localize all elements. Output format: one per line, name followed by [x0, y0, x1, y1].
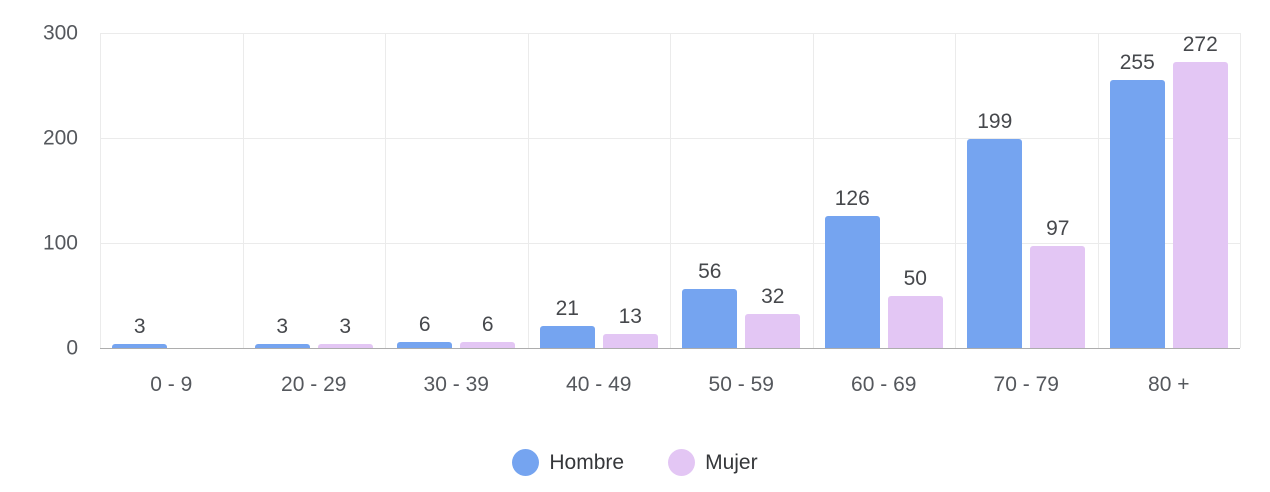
chart-legend: Hombre Mujer [0, 446, 1270, 478]
bar-mujer [460, 341, 516, 348]
x-axis-tick-label: 40 - 49 [566, 373, 632, 396]
bar-hombre [254, 344, 310, 348]
bar-mujer [745, 314, 801, 348]
legend-swatch-hombre [512, 448, 540, 476]
gridline-horizontal [100, 33, 1240, 34]
bar-mujer [1030, 246, 1086, 348]
legend-label-hombre: Hombre [549, 450, 625, 474]
bar-value-label: 3 [276, 315, 289, 338]
bar-value-label: 32 [761, 285, 785, 309]
bar-mujer [1172, 62, 1228, 348]
bar-value-label: 255 [1119, 51, 1155, 75]
y-axis-tick-label: 200 [42, 126, 78, 150]
bar-value-label: 50 [903, 266, 927, 290]
bar-hombre [824, 215, 880, 348]
bar-value-label: 199 [977, 110, 1013, 134]
gridline-vertical [100, 33, 101, 348]
bar-mujer [602, 334, 658, 348]
x-axis-tick-label: 70 - 79 [993, 373, 1059, 396]
x-axis-tick-label: 60 - 69 [851, 373, 917, 396]
bar-value-label: 6 [418, 312, 431, 336]
x-axis-tick-label: 50 - 59 [708, 373, 774, 396]
y-axis-tick-label: 300 [42, 21, 78, 45]
bar-hombre [682, 289, 738, 348]
y-axis-tick-label: 100 [42, 231, 78, 255]
gridline-vertical [1097, 33, 1099, 348]
gridline-vertical [670, 33, 671, 348]
legend-item-mujer[interactable]: Mujer [668, 448, 758, 476]
bar-value-label: 56 [698, 260, 722, 284]
legend-label-mujer: Mujer [705, 450, 758, 474]
gridline-vertical [242, 33, 244, 348]
bar-value-label: 13 [618, 305, 642, 329]
gridline-vertical [385, 33, 386, 348]
bar-hombre [539, 325, 595, 348]
x-axis-tick-label: 30 - 39 [423, 373, 489, 396]
bar-hombre [112, 344, 168, 348]
bar-value-label: 3 [339, 315, 352, 338]
bar-value-label: 126 [834, 186, 870, 210]
gridline-vertical [812, 33, 814, 348]
gridline-horizontal [100, 243, 1240, 244]
bar-value-label: 97 [1046, 217, 1070, 241]
gridline-vertical [527, 33, 529, 348]
legend-item-hombre[interactable]: Hombre [512, 448, 625, 476]
bar-hombre [397, 341, 453, 348]
x-axis-tick-label: 20 - 29 [281, 373, 347, 396]
x-axis-line [100, 348, 1240, 349]
bar-value-label: 21 [555, 296, 579, 320]
bar-mujer [887, 295, 943, 348]
gridline-horizontal [100, 138, 1240, 139]
bar-value-label: 272 [1182, 33, 1218, 57]
legend-swatch-mujer [668, 448, 696, 476]
bar-mujer [317, 344, 373, 348]
bar-value-label: 6 [481, 312, 494, 336]
y-axis-tick-label: 0 [66, 336, 78, 360]
x-axis-tick-label: 0 - 9 [150, 373, 193, 396]
bar-hombre [1109, 80, 1165, 348]
bar-hombre [967, 139, 1023, 348]
x-axis-tick-label: 80 + [1148, 373, 1190, 396]
gridline-vertical [955, 33, 956, 348]
bar-value-label: 3 [133, 315, 146, 338]
gridline-vertical [1240, 33, 1241, 348]
